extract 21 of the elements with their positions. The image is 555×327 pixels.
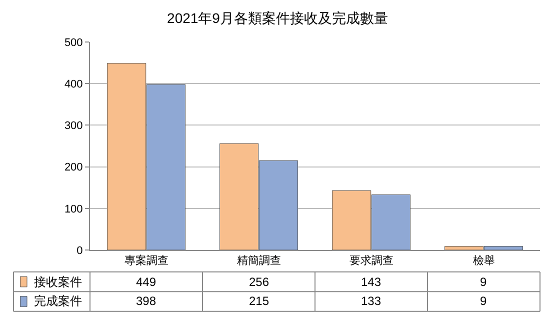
x-tick-label: 專案調查: [124, 254, 168, 268]
legend-label: 接收案件: [34, 275, 82, 289]
y-tick-label: 400: [64, 78, 83, 90]
y-tick-label: 200: [64, 162, 83, 174]
y-tick-label: 0: [76, 244, 83, 257]
data-label: 133: [361, 294, 382, 308]
data-label: 9: [480, 275, 487, 289]
legend-label: 完成案件: [34, 294, 82, 308]
data-label: 9: [480, 294, 487, 308]
data-label: 449: [136, 275, 156, 289]
chart-title: 2021年9月各類案件接收及完成數量: [167, 10, 388, 26]
y-tick-label: 500: [64, 36, 83, 49]
x-tick-label: 精簡調查: [236, 254, 281, 268]
x-tick-label: 檢舉: [472, 254, 495, 268]
data-label: 256: [249, 275, 270, 289]
y-tick-label: 100: [64, 203, 83, 216]
data-label: 398: [136, 294, 156, 308]
data-label: 215: [249, 294, 270, 308]
data-label: 143: [361, 275, 382, 289]
y-tick-label: 300: [64, 120, 83, 132]
x-tick-label: 要求調查: [349, 254, 394, 268]
